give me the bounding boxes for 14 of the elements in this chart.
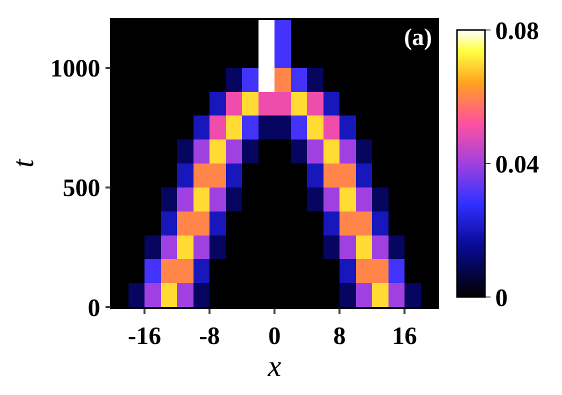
color-bar-label: 0.08 <box>495 18 539 45</box>
x-tick-label: 16 <box>392 322 417 350</box>
y-tick-label: 500 <box>62 175 100 202</box>
x-axis-title: x <box>266 350 282 383</box>
y-tick-label: 0 <box>88 294 100 322</box>
color-bar-label: 0 <box>495 284 508 312</box>
x-tick-label: 8 <box>333 322 346 350</box>
x-tick-label: 0 <box>268 322 281 350</box>
y-axis-title: t <box>6 158 40 168</box>
x-tick-label: -8 <box>199 322 220 350</box>
color-bar-label: 0.04 <box>495 151 540 178</box>
y-tick-label: 1000 <box>50 56 100 83</box>
annotation: (a) <box>404 25 432 51</box>
x-tick-label: -16 <box>128 322 162 350</box>
